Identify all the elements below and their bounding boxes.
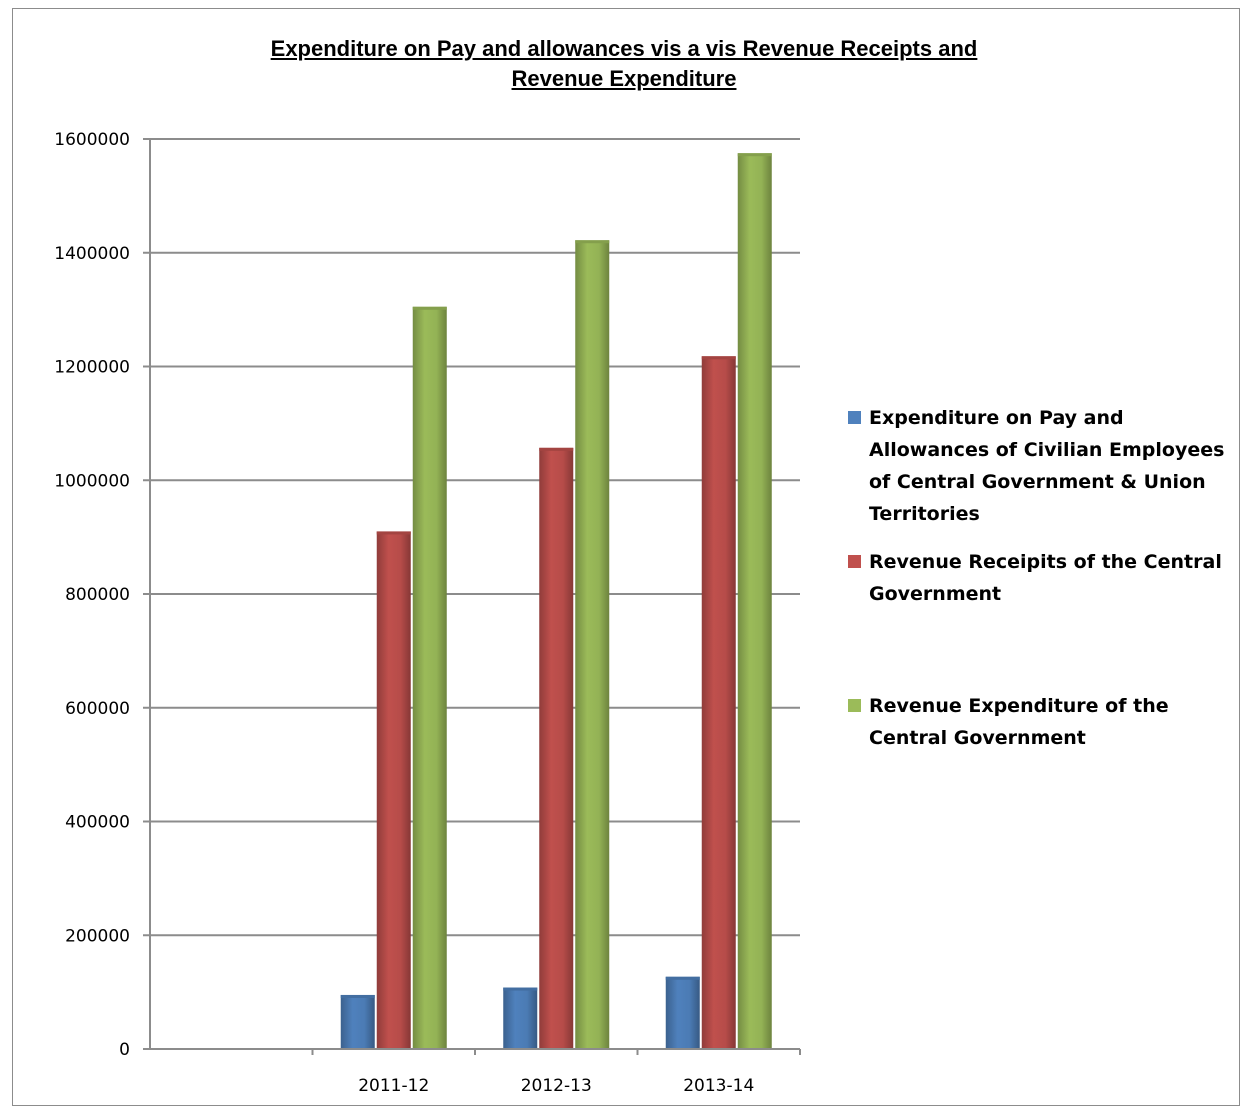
bar-top-2013-14-series-1 — [701, 356, 736, 360]
y-tick-label: 200000 — [65, 926, 130, 946]
legend-swatch-blue — [848, 411, 861, 424]
chart-title-line-2: Revenue Expenditure — [511, 66, 737, 91]
bar-2012-13-series-1 — [539, 447, 574, 1049]
x-tick-label-2012-13: 2012-13 — [521, 1076, 592, 1096]
bar-2013-14-series-1 — [701, 356, 736, 1049]
legend-item-pay-allowances: Expenditure on Pay and Allowances of Civ… — [848, 402, 1243, 546]
bar-2013-14-series-2 — [737, 153, 772, 1049]
chart-frame — [12, 8, 1240, 1106]
y-tick-label: 400000 — [65, 813, 130, 833]
y-tick-label: 600000 — [65, 699, 130, 719]
bar-2011-12-series-2 — [412, 306, 447, 1049]
bar-top-2012-13-series-0 — [503, 987, 538, 991]
legend-label-pay-allowances: Expenditure on Pay and Allowances of Civ… — [869, 407, 1225, 525]
legend: Expenditure on Pay and Allowances of Civ… — [848, 402, 1243, 754]
bar-top-2011-12-series-2 — [412, 306, 447, 310]
legend-label-revenue-expenditure: Revenue Expenditure of the Central Gover… — [869, 695, 1169, 749]
y-tick-label: 0 — [119, 1040, 130, 1060]
chart-title: Expenditure on Pay and allowances vis a … — [0, 34, 1248, 94]
y-tick-label: 1600000 — [54, 130, 130, 150]
y-tick-label: 800000 — [65, 585, 130, 605]
bar-2011-12-series-1 — [376, 531, 411, 1049]
bar-top-2012-13-series-1 — [539, 447, 574, 451]
y-tick-label: 1000000 — [54, 471, 130, 491]
bar-top-2012-13-series-2 — [575, 240, 610, 244]
x-tick-label-2011-12: 2011-12 — [358, 1076, 429, 1096]
y-tick-label: 1200000 — [54, 358, 130, 378]
y-tick-label: 1400000 — [54, 244, 130, 264]
bar-top-2013-14-series-0 — [665, 976, 700, 980]
bar-top-2011-12-series-1 — [376, 531, 411, 535]
x-tick-label-2013-14: 2013-14 — [683, 1076, 754, 1096]
bar-2012-13-series-2 — [575, 240, 610, 1050]
legend-label-revenue-receipts: Revenue Receipits of the Central Governm… — [869, 551, 1222, 605]
legend-item-revenue-expenditure: Revenue Expenditure of the Central Gover… — [848, 690, 1243, 754]
legend-swatch-green — [848, 699, 861, 712]
bar-2011-12-series-0 — [340, 994, 375, 1049]
bar-top-2013-14-series-2 — [737, 153, 772, 157]
legend-item-revenue-receipts: Revenue Receipits of the Central Governm… — [848, 546, 1243, 690]
bar-2013-14-series-0 — [665, 976, 700, 1049]
bar-top-2011-12-series-0 — [340, 994, 375, 998]
legend-swatch-red — [848, 555, 861, 568]
chart-title-line-1: Expenditure on Pay and allowances vis a … — [270, 36, 978, 61]
bar-2012-13-series-0 — [503, 987, 538, 1049]
